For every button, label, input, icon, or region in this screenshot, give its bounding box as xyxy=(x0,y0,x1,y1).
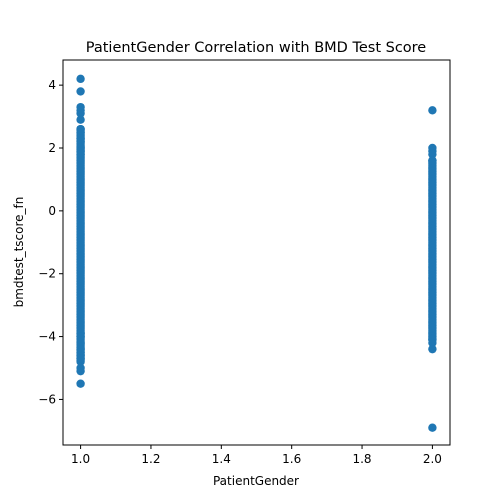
data-point xyxy=(428,344,437,354)
data-point xyxy=(76,354,85,363)
data-point xyxy=(76,338,85,348)
y-tick-label: −6 xyxy=(38,392,56,406)
data-point xyxy=(76,366,85,376)
plot-frame xyxy=(62,59,451,446)
y-axis-ticks: 4 2 0 −2 −4 −6 xyxy=(38,78,63,406)
data-point xyxy=(76,109,85,118)
y-tick-label: −2 xyxy=(38,267,56,281)
data-point xyxy=(76,150,85,159)
points-layer xyxy=(76,74,437,432)
y-tick-label: 4 xyxy=(48,78,56,92)
data-point xyxy=(76,115,85,124)
data-point xyxy=(76,379,85,388)
data-point xyxy=(76,74,85,84)
x-tick-label: 2.0 xyxy=(423,452,442,466)
data-point xyxy=(428,338,437,348)
data-point xyxy=(428,150,437,159)
y-tick-label: −4 xyxy=(38,330,56,344)
x-tick-label: 1.6 xyxy=(282,452,301,466)
data-point xyxy=(76,128,85,137)
y-tick-label: 2 xyxy=(48,141,56,155)
x-tick-label: 1.0 xyxy=(71,452,90,466)
data-point xyxy=(428,423,437,432)
x-tick-label: 1.2 xyxy=(141,452,160,466)
y-axis-label: bmdtest_tscore_fn xyxy=(12,197,26,308)
x-tick-label: 1.8 xyxy=(352,452,371,466)
data-point xyxy=(76,87,85,96)
data-point xyxy=(76,332,85,341)
x-tick-label: 1.4 xyxy=(212,452,231,466)
y-tick-label: 0 xyxy=(48,204,56,218)
data-point xyxy=(76,137,85,146)
chart-title: PatientGender Correlation with BMD Test … xyxy=(86,40,427,56)
x-axis-ticks: 1.0 1.2 1.4 1.6 1.8 2.0 xyxy=(71,445,442,466)
x-axis-label: PatientGender xyxy=(213,474,299,488)
data-point xyxy=(428,106,437,115)
data-point xyxy=(428,156,437,165)
